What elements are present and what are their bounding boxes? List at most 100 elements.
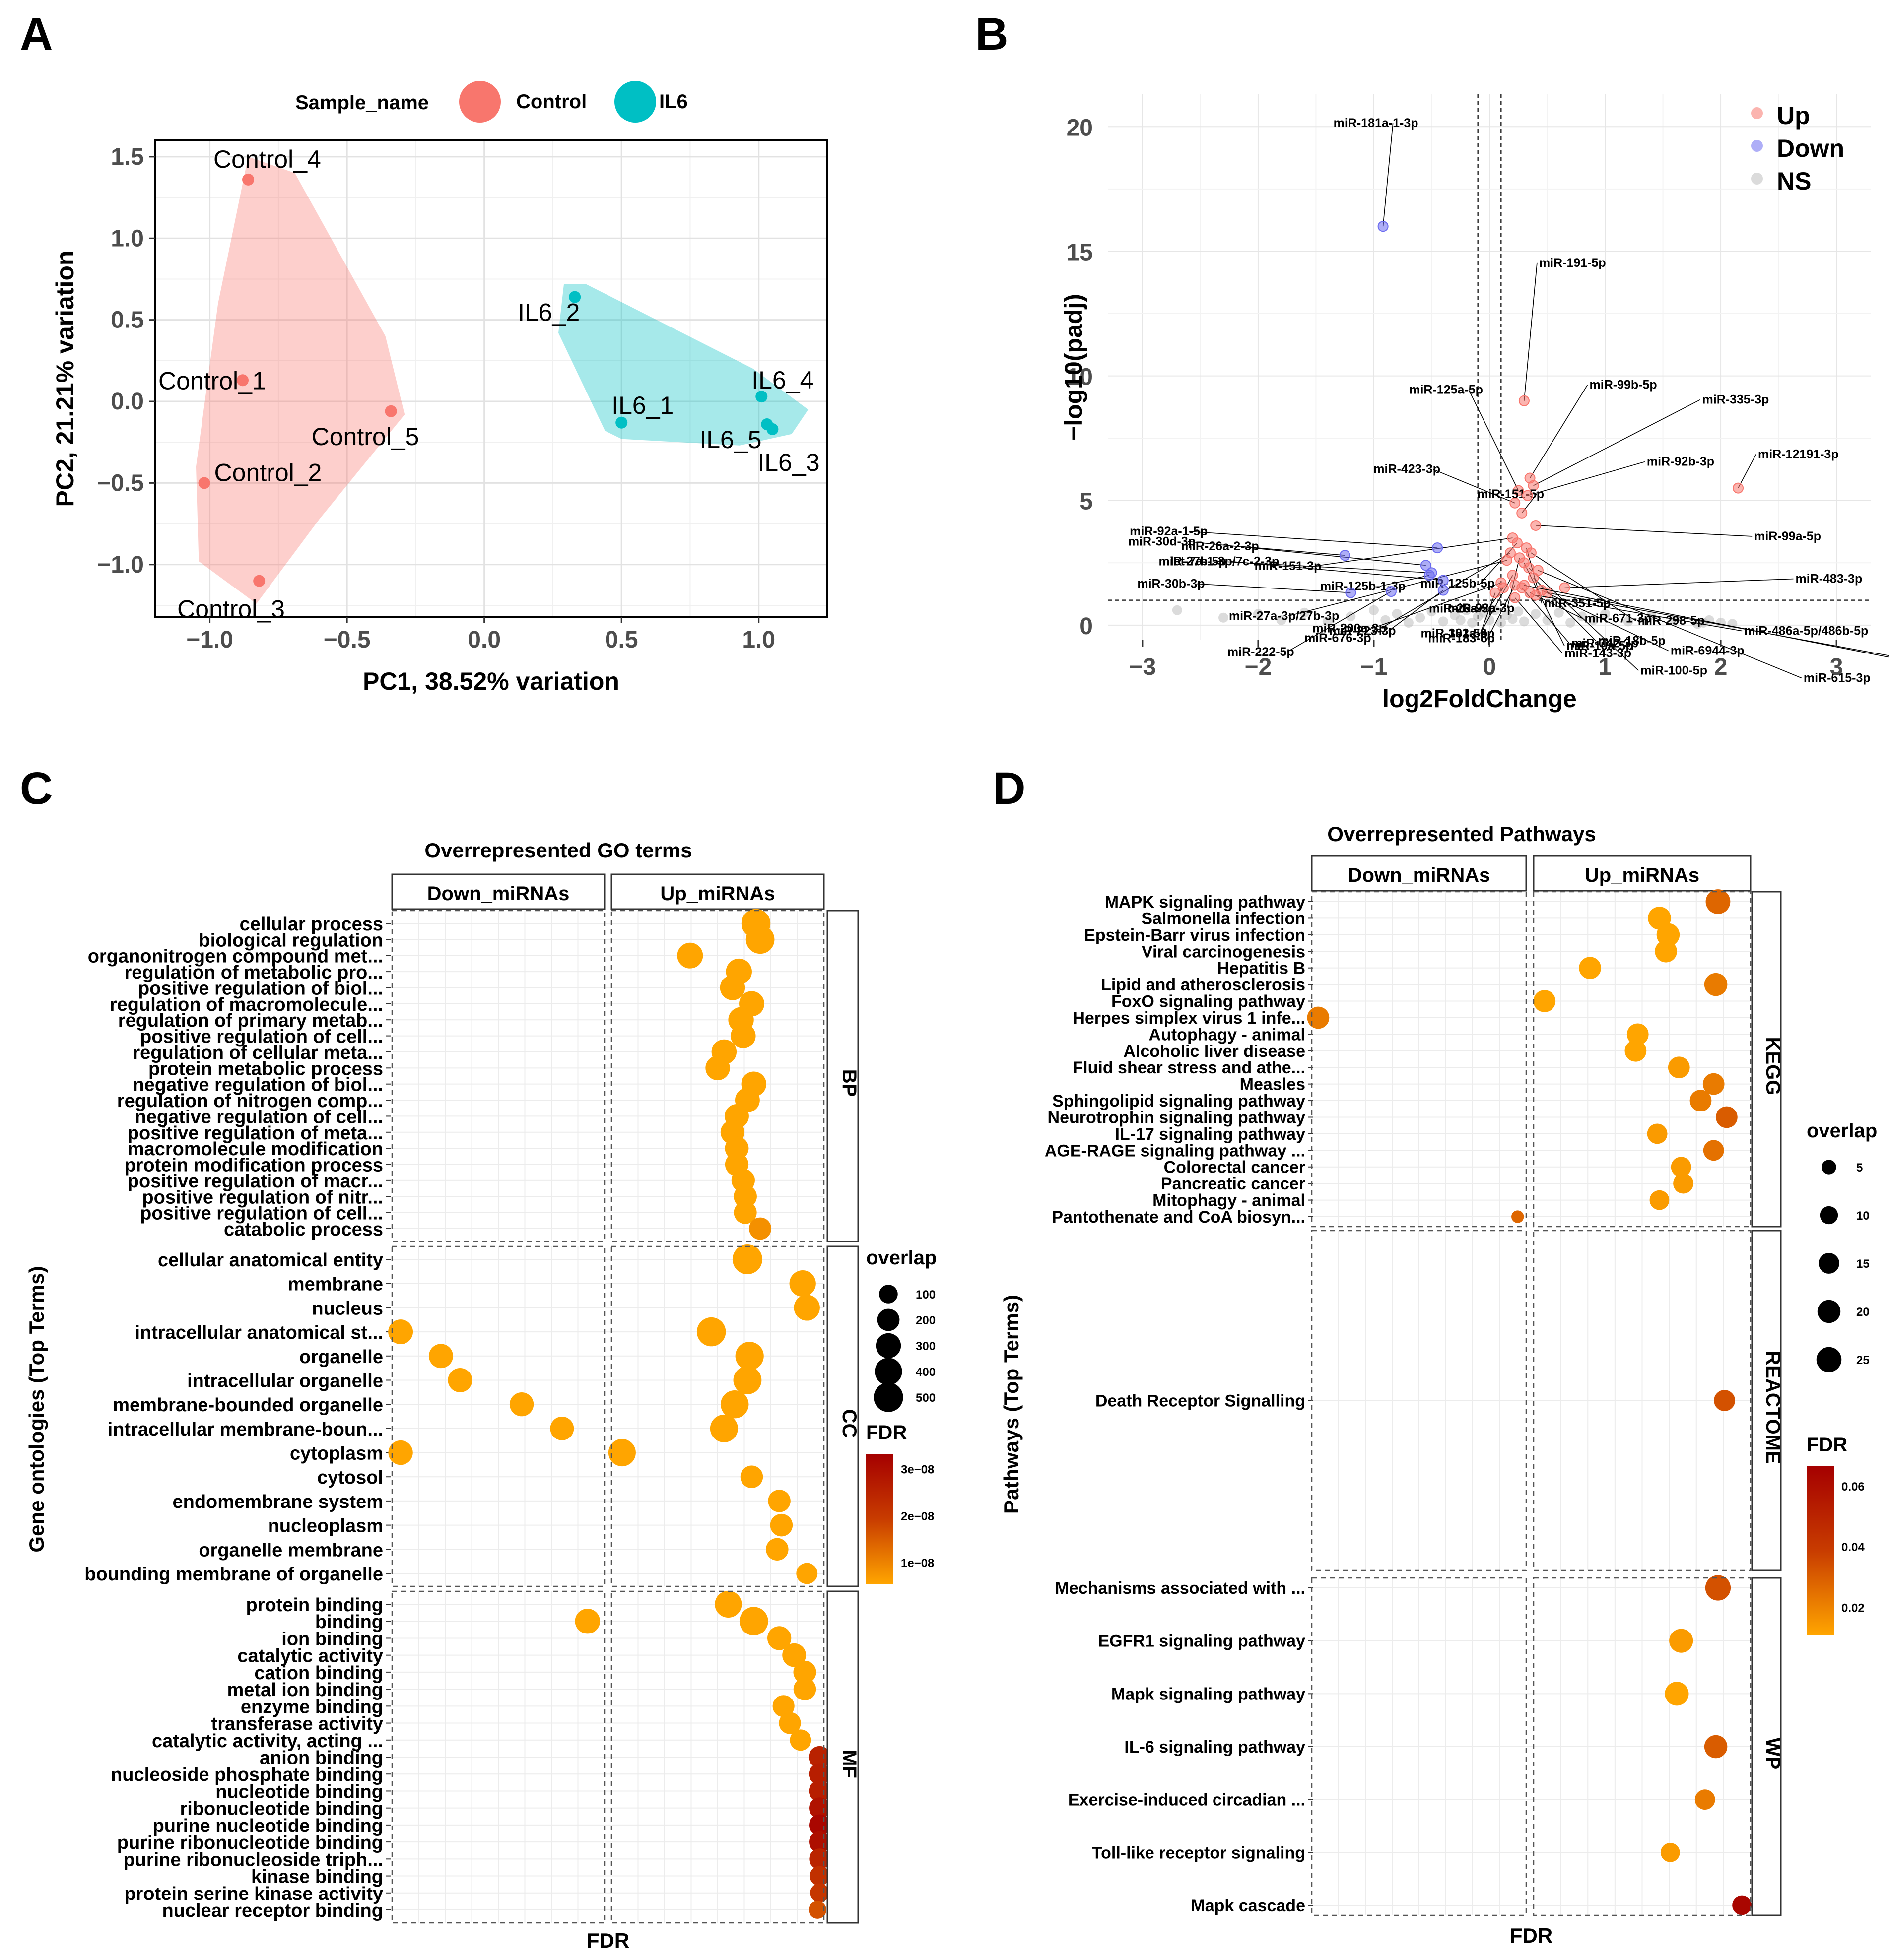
term-label: MAPK signaling pathway: [1105, 893, 1305, 912]
group-strip-label: REACTOME: [1762, 1351, 1784, 1464]
term-label: Alcoholic liver disease: [1123, 1042, 1305, 1061]
pca-point-IL6_4: [755, 391, 768, 403]
pca-label-Control_1: Control_1: [158, 367, 266, 394]
dot-mf: [810, 1883, 829, 1902]
term-label: cation binding: [254, 1663, 383, 1684]
volcano-label-miR-12191-3p: miR-12191-3p: [1758, 448, 1839, 461]
facet-panel-border: [1311, 891, 1527, 1228]
facet-panel-border: [391, 1590, 606, 1924]
dot-wp: [1704, 1735, 1728, 1759]
volcano-label-miR-143-3p: miR-143-3p: [1564, 647, 1631, 660]
x-tick-label: 0: [1483, 654, 1496, 680]
size-legend-key: [1819, 1253, 1839, 1274]
pca-point-Control_4: [242, 173, 255, 186]
size-legend-label: 400: [916, 1366, 936, 1379]
volcano-label-miR-92a-1-5p: miR-92a-1-5p: [1130, 524, 1208, 538]
label-connector: [1363, 552, 1511, 639]
volcano-label-miR-26a-5p: miR-26a-5p: [1429, 602, 1496, 616]
label-connector: [1541, 589, 1669, 652]
y-axis-label: Gene ontologies (Top Terms): [25, 1266, 48, 1552]
facet-panel-border: [1533, 1577, 1752, 1916]
term-label: organelle membrane: [199, 1540, 383, 1561]
volcano-point-miR-92a-1-5p: [1432, 542, 1443, 554]
term-label: Colorectal cancer: [1164, 1158, 1305, 1177]
term-label: nucleotide binding: [215, 1781, 383, 1802]
volcano-point-miR-18b-5p: [1528, 572, 1539, 584]
pca-point-IL6_1: [615, 416, 628, 429]
volcano-label-miR-99b-5p: miR-99b-5p: [1590, 378, 1657, 392]
dot-mf: [575, 1609, 600, 1634]
ns-point: [1484, 615, 1494, 625]
panel-d-pathway-dotplot: D Overrepresented Pathways Down_miRNAs Up_m…: [993, 763, 1877, 1947]
ns-point: [1507, 614, 1518, 624]
term-label: intracellular anatomical st...: [135, 1322, 383, 1343]
ns-point: [1368, 605, 1379, 615]
pca-point-Control_2: [198, 477, 210, 489]
term-label: EGFR1 signaling pathway: [1098, 1632, 1305, 1651]
term-label: catalytic activity, acting ...: [152, 1731, 383, 1752]
y-tick-label: −0.5: [97, 470, 144, 496]
dot-mf: [810, 1866, 830, 1886]
dot-kegg: [1579, 957, 1601, 980]
dot-mf: [779, 1712, 801, 1734]
panel-a-pca-plot: A Sample_name Control IL6 Control_4 Control_1…: [20, 9, 828, 695]
dot-kegg: [1689, 1090, 1712, 1111]
term-label: cellular process: [240, 914, 383, 935]
dot-bp: [734, 1201, 757, 1224]
label-connector: [1738, 454, 1756, 488]
dot-mf: [772, 1695, 795, 1717]
dot-cc: [710, 1414, 738, 1442]
volcano-label-miR-222-5p: miR-222-5p: [1227, 645, 1294, 659]
legend-label-il6: IL6: [659, 91, 688, 113]
term-label: protein binding: [246, 1595, 383, 1616]
y-axis-label: PC2, 21.21% variation: [51, 251, 79, 507]
pca-label-IL6_4: IL6_4: [751, 366, 813, 394]
facet-panel-border: [391, 910, 606, 1242]
dot-kegg: [1668, 1056, 1690, 1079]
volcano-point-miR-298-5p: [1525, 547, 1537, 559]
volcano-point-miR-301a-3p: [1489, 587, 1501, 598]
ns-point: [1467, 617, 1478, 628]
group-strip-label: KEGG: [1762, 1037, 1784, 1096]
dot-kegg: [1716, 1106, 1738, 1128]
term-label: membrane-bounded organelle: [113, 1395, 383, 1416]
pca-point-Control_5: [385, 405, 397, 417]
volcano-point-miR-423-3p: [1509, 497, 1521, 509]
term-label: positive regulation of macr...: [128, 1171, 383, 1192]
volcano-label-miR-423-3p: miR-423-3p: [1373, 462, 1440, 476]
volcano-point-miR-26a-5p: [1497, 582, 1509, 593]
ns-point: [1438, 616, 1448, 627]
plot-frame: [154, 139, 828, 618]
term-label: kinase binding: [251, 1867, 383, 1888]
ns-point: [1600, 609, 1611, 619]
legend-key-ns: [1751, 173, 1763, 185]
x-axis-label: FDR: [1510, 1924, 1552, 1947]
dot-reactome: [1714, 1390, 1735, 1411]
term-label: catabolic process: [224, 1219, 383, 1240]
term-label: positive regulation of meta...: [128, 1123, 383, 1144]
volcano-point-miR-335-3p: [1528, 480, 1539, 491]
ns-point: [1669, 615, 1680, 625]
color-legend-bar: [866, 1454, 893, 1584]
term-label: Salmonella infection: [1141, 909, 1305, 928]
term-label: regulation of macromolecule...: [110, 994, 383, 1015]
label-connector: [1524, 262, 1538, 401]
dot-cc: [766, 1538, 789, 1561]
term-label: bounding membrane of organelle: [84, 1564, 383, 1585]
group-strip: [826, 1245, 859, 1587]
term-label: purine nucleotide binding: [153, 1816, 383, 1836]
label-connector: [1229, 561, 1443, 581]
term-label: negative regulation of biol...: [133, 1075, 383, 1096]
label-connector: [1388, 589, 1444, 632]
group-strip: [1751, 1230, 1782, 1571]
dot-kegg: [1647, 1123, 1668, 1144]
legend-label-down: Down: [1777, 134, 1844, 162]
size-legend-key: [877, 1308, 900, 1331]
size-legend-title: overlap: [866, 1247, 937, 1269]
term-label: protein modification process: [124, 1155, 383, 1176]
volcano-label-let-7a-1-3p/7c-2-3p: let-7a-1-3p/7c-2-3p: [1170, 554, 1280, 568]
dot-kegg: [1703, 1140, 1724, 1161]
ns-point: [1479, 607, 1489, 618]
